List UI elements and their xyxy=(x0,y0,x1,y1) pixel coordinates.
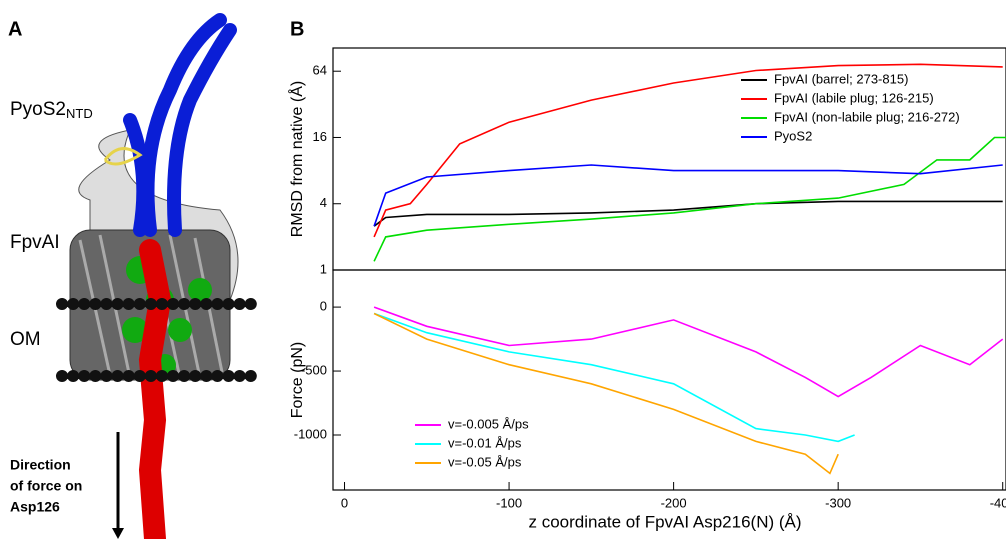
legend-label: v=-0.005 Å/ps xyxy=(448,416,529,431)
series-line xyxy=(373,136,1006,262)
x-tick-label: 0 xyxy=(341,495,348,510)
panel-label: B xyxy=(290,18,304,40)
legend-label: v=-0.05 Å/ps xyxy=(448,454,522,469)
x-tick-label: -100 xyxy=(496,495,522,510)
arrow-head xyxy=(112,528,124,539)
y-tick-label: 64 xyxy=(313,63,327,78)
y-tick-label: 16 xyxy=(313,129,327,144)
label-fpvai: FpvAI xyxy=(10,232,60,253)
yellow-loop xyxy=(103,147,143,166)
helices xyxy=(123,13,237,237)
plot-frame xyxy=(332,269,1006,491)
series-line xyxy=(373,164,1003,227)
y-tick-label: -1000 xyxy=(294,426,327,441)
red-chain xyxy=(138,239,172,544)
legend-label: FpvAI (barrel; 273-815) xyxy=(774,71,908,86)
series-line xyxy=(373,200,1003,227)
y-axis-label: RMSD from native (Å) xyxy=(287,81,306,237)
label-om: OM xyxy=(10,329,41,350)
panel-label: A xyxy=(8,18,22,40)
series-line xyxy=(373,312,855,443)
x-tick-label: -200 xyxy=(661,495,687,510)
label-pyos2: PyoS2NTD xyxy=(10,99,93,121)
direction-label: Asp126 xyxy=(10,499,60,515)
series-line xyxy=(373,63,1003,238)
legend-label: PyoS2 xyxy=(774,128,812,143)
legend-label: FpvAI (non-labile plug; 216-272) xyxy=(774,109,960,124)
y-axis-label: Force (pN) xyxy=(289,342,306,418)
direction-label: of force on xyxy=(10,478,82,494)
x-axis-label: z coordinate of FpvAI Asp216(N) (Å) xyxy=(528,512,801,531)
label-main: PyoS2 xyxy=(10,99,66,120)
series-line xyxy=(373,306,1004,398)
y-tick-label: 0 xyxy=(320,299,327,314)
x-tick-label: -400 xyxy=(990,495,1006,510)
label-subscript: NTD xyxy=(66,106,93,121)
legend-label: v=-0.01 Å/ps xyxy=(448,435,522,450)
legend-label: FpvAI (labile plug; 126-215) xyxy=(774,90,934,105)
x-tick-label: -300 xyxy=(825,495,851,510)
series-line xyxy=(373,312,839,475)
molecule-illustration xyxy=(56,13,266,544)
y-tick-label: 1 xyxy=(320,261,327,276)
direction-label: Direction xyxy=(10,457,71,473)
y-tick-label: 4 xyxy=(320,195,327,210)
y-tick-label: -500 xyxy=(301,362,327,377)
